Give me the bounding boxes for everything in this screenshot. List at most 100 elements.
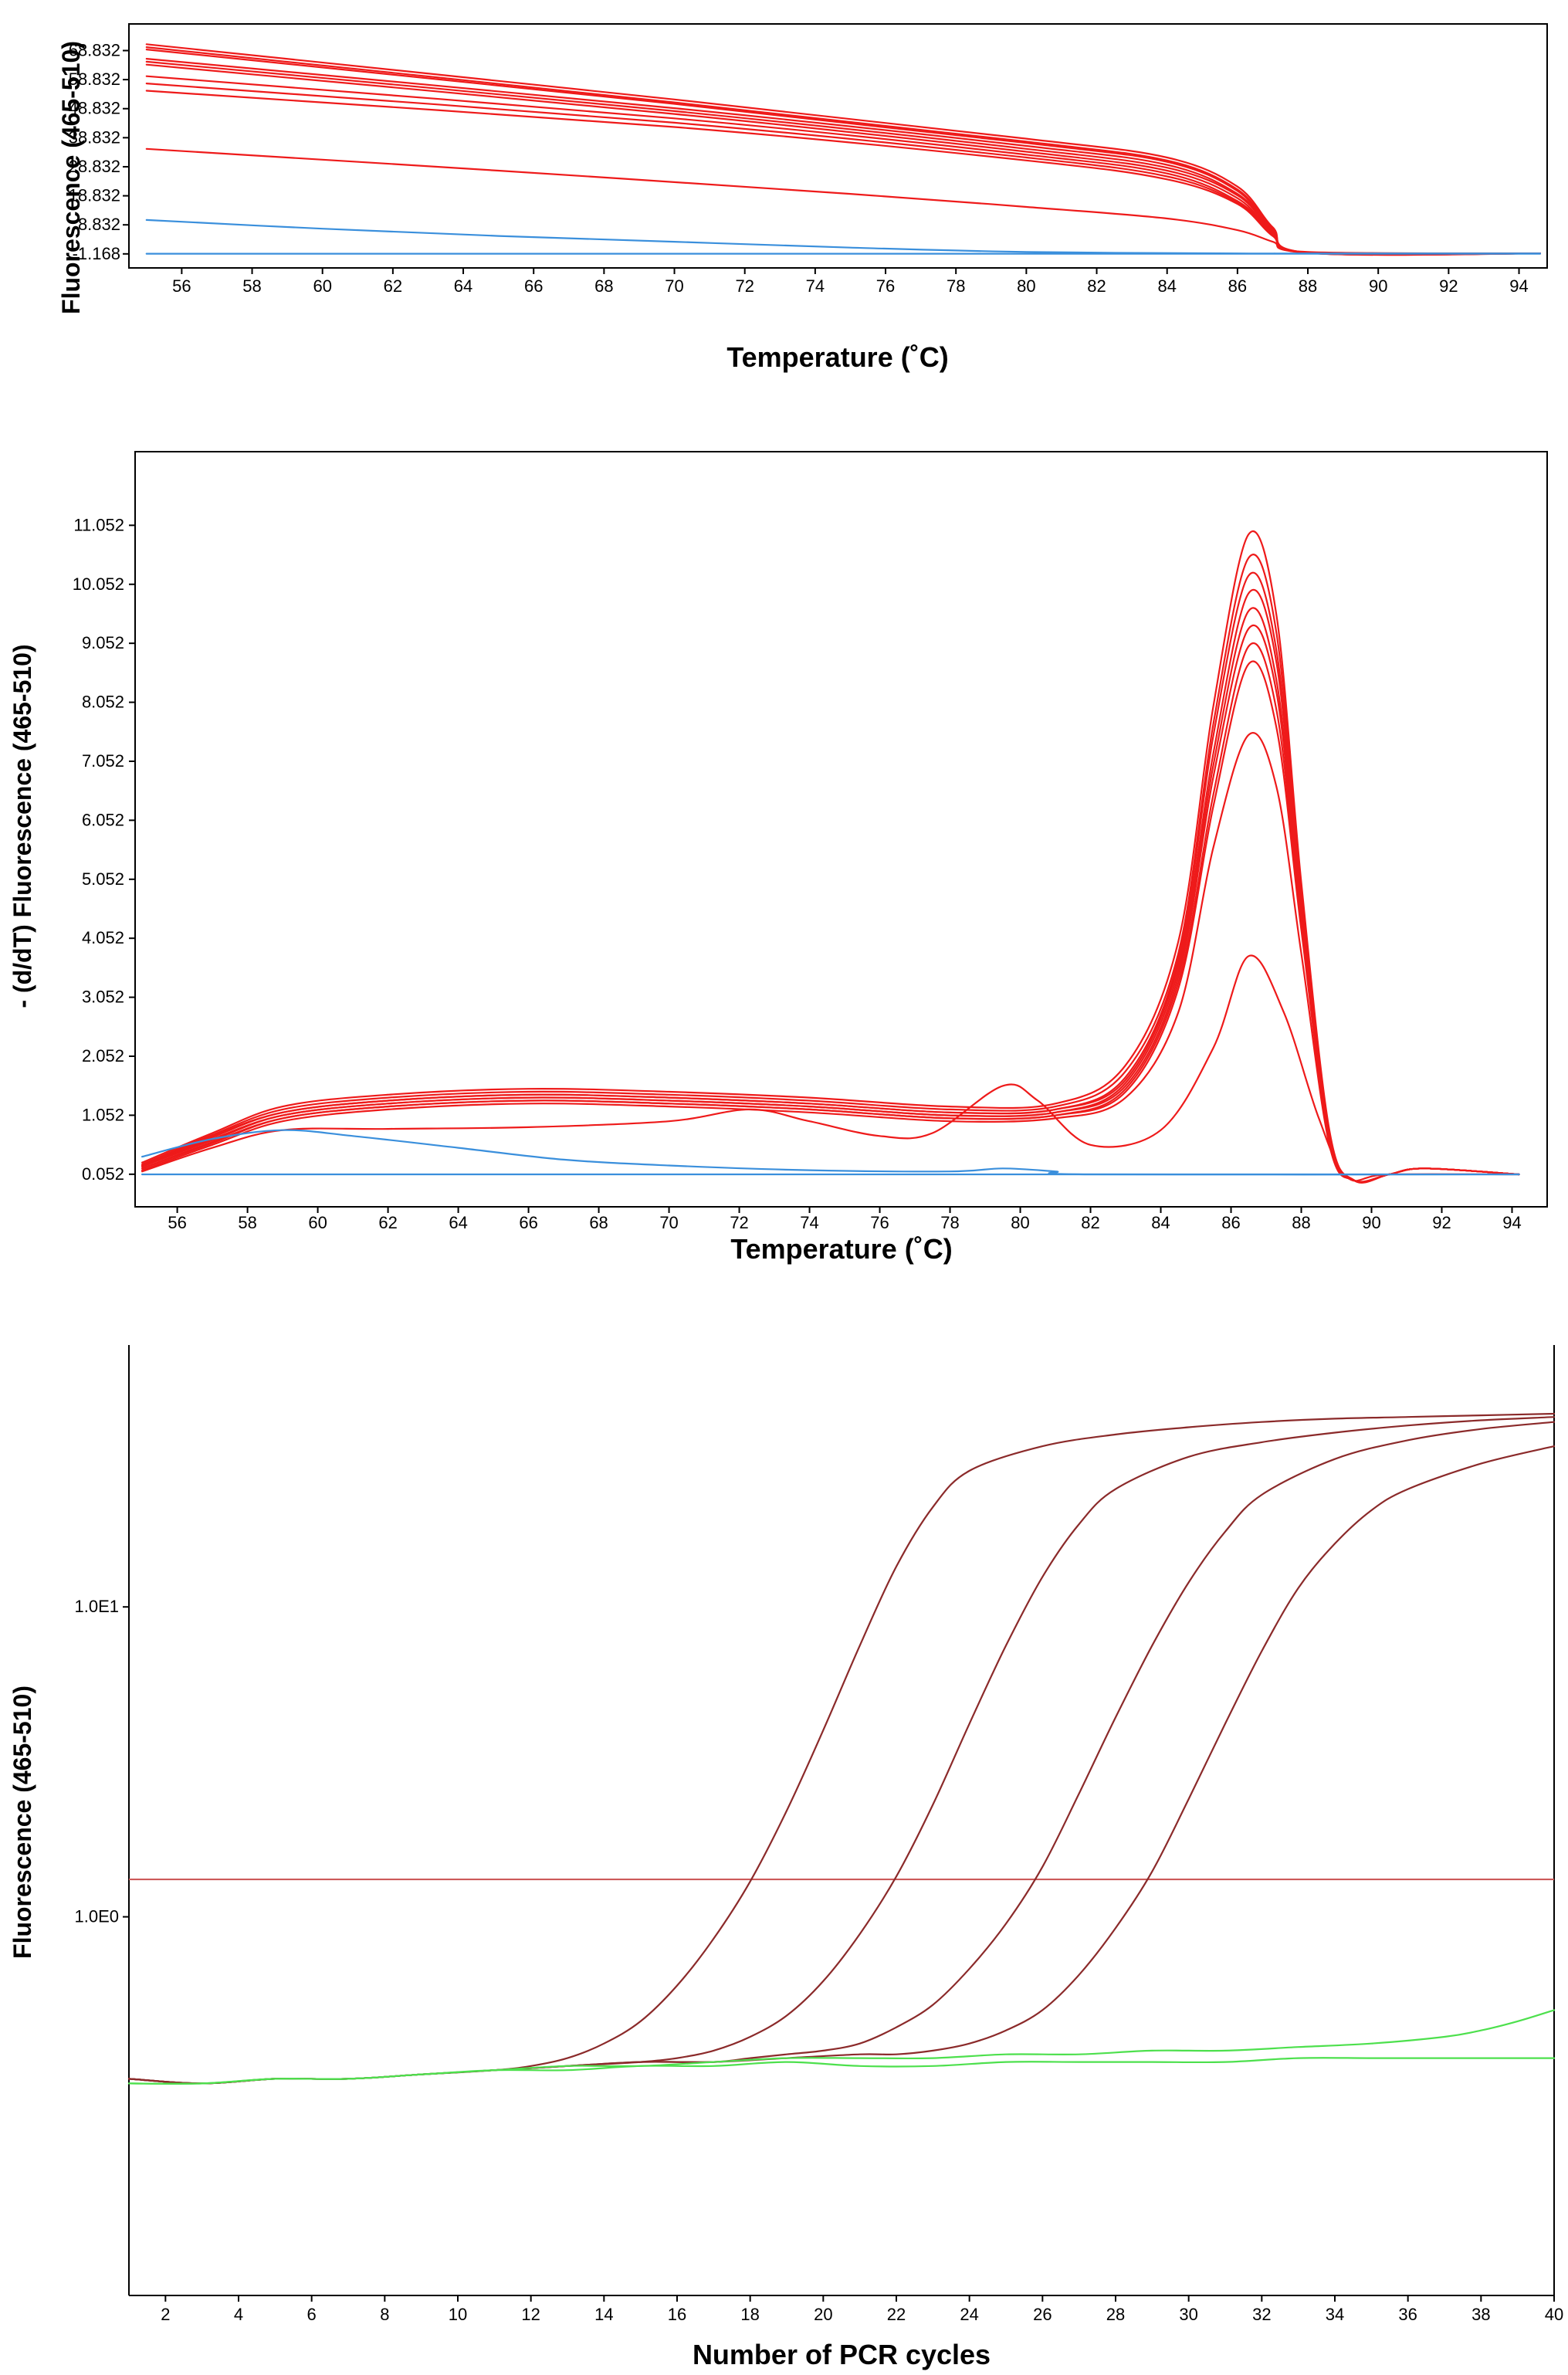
- amplification-x-tick-label: 20: [814, 2305, 832, 2324]
- melt-curve-y-tick-label: 38.832: [69, 127, 120, 147]
- melt-peak-y-tick-label: 11.052: [73, 515, 124, 534]
- melt-curve-x-tick-label: 84: [1157, 276, 1176, 296]
- amplification-y-tick-label: 1.0E0: [75, 1907, 120, 1926]
- amplification-y-tick-label: 1.0E1: [75, 1597, 120, 1616]
- amplification-x-tick-label: 40: [1545, 2305, 1563, 2324]
- amplification-x-tick-label: 10: [449, 2305, 467, 2324]
- amplification-x-tick-label: 22: [887, 2305, 906, 2324]
- amplification-x-label: Number of PCR cycles: [693, 2339, 991, 2370]
- melt-curve-series-line-4: [145, 58, 1541, 256]
- melt-curve-x-tick-label: 74: [806, 276, 825, 296]
- melt-peak-x-tick-label: 64: [449, 1213, 467, 1232]
- amplification-x-tick-label: 30: [1179, 2305, 1197, 2324]
- melt-peak-series-line-5: [141, 607, 1520, 1184]
- melt-curve-x-tick-label: 60: [313, 276, 331, 296]
- melt-peak-y-tick-label: 5.052: [82, 869, 124, 889]
- melt-curve-y-tick-label: 28.832: [69, 157, 120, 176]
- melt-curve-chart: 56 58 60 62 64 66 68 70 72 74 76 78 80 82 84 86 88 90 92 94…: [57, 23, 1548, 373]
- melt-peak-series: [141, 530, 1520, 1184]
- amplification-x-tick-label: 14: [594, 2305, 613, 2324]
- amplification-chart: 2 4 6 8 10 12 14 16 18 20 22 24 26 28 30 32 34 36 38 40 1.0…: [8, 1345, 1563, 2370]
- melt-peak-y-tick-label: 9.052: [82, 633, 124, 652]
- melt-peak-series-line-4: [141, 588, 1520, 1184]
- melt-peak-y-tick-label: 7.052: [82, 751, 124, 771]
- amplification-x-tick-label: 24: [960, 2305, 978, 2324]
- melt-curve-series-line-8: [145, 83, 1541, 256]
- melt-curve-x-axis: 56 58 60 62 64 66 68 70 72 74 76 78 80 82 84 86 88 90 92 94: [172, 268, 1529, 296]
- melt-peak-x-label: Temperature (˚C): [730, 1233, 952, 1265]
- melt-peak-x-tick-label: 78: [940, 1213, 959, 1232]
- melt-peak-series-line-3: [141, 571, 1520, 1184]
- melt-peak-x-tick-label: 68: [589, 1213, 608, 1232]
- melt-curve-series-line-1: [145, 43, 1541, 256]
- melt-curve-x-tick-label: 92: [1439, 276, 1458, 296]
- melt-peak-y-label: - (d/dT) Fluorescence (465-510): [8, 644, 36, 1008]
- melt-curve-series-line-7: [145, 75, 1541, 256]
- melt-peak-y-axis: 11.052 10.052 9.052 8.052 7.052 6.052 5.052 4.0…: [73, 515, 135, 1184]
- melt-peak-y-tick-label: 1.052: [82, 1105, 124, 1124]
- amplification-series-line-6: [127, 2057, 1556, 2085]
- melt-peak-x-tick-label: 62: [378, 1213, 397, 1232]
- amplification-x-tick-label: 4: [234, 2305, 243, 2324]
- melt-peak-x-tick-label: 92: [1432, 1213, 1451, 1232]
- melt-curve-x-tick-label: 78: [947, 276, 965, 296]
- amplification-series-line-1: [127, 1412, 1556, 2085]
- amplification-series-line-3: [127, 1421, 1556, 2085]
- amplification-series: [127, 1412, 1556, 2085]
- amplification-y-label: Fluorescence (465-510): [8, 1686, 36, 1959]
- melt-peak-x-tick-label: 86: [1221, 1213, 1240, 1232]
- amplification-series-line-2: [127, 1416, 1556, 2085]
- melt-curve-x-tick-label: 94: [1509, 276, 1528, 296]
- melt-peak-series-line-11: [141, 1129, 1520, 1176]
- melt-curve-x-tick-label: 90: [1369, 276, 1387, 296]
- melt-curve-y-tick-label: 18.832: [69, 186, 120, 205]
- melt-peak-series-line-10: [141, 954, 1520, 1182]
- melt-curve-x-tick-label: 70: [665, 276, 683, 296]
- amplification-x-tick-label: 8: [380, 2305, 389, 2324]
- melt-peak-y-tick-label: 0.052: [82, 1164, 124, 1184]
- melt-curve-x-tick-label: 76: [876, 276, 895, 296]
- melt-peak-y-tick-label: 8.052: [82, 693, 124, 712]
- melt-peak-x-tick-label: 66: [519, 1213, 537, 1232]
- melt-peak-x-tick-label: 74: [800, 1213, 818, 1232]
- melt-peak-x-axis: 56 58 60 62 64 66 68 70 72 74 76 78 80 82 84 86 88 90 92 94: [168, 1207, 1522, 1232]
- amplification-x-tick-label: 32: [1252, 2305, 1271, 2324]
- melt-curve-x-tick-label: 82: [1087, 276, 1106, 296]
- amplification-y-axis: 1.0E1 1.0E0: [75, 1597, 129, 1926]
- melt-curve-y-axis: 68.832 58.832 48.832 38.832 28.832 18.832 8.83…: [69, 40, 129, 263]
- melt-curve-x-tick-label: 88: [1299, 276, 1317, 296]
- melt-peak-x-tick-label: 58: [238, 1213, 256, 1232]
- melt-curve-x-tick-label: 66: [524, 276, 543, 296]
- melt-curve-plot-frame: [128, 23, 1548, 269]
- melt-curve-y-tick-label: 8.832: [78, 215, 120, 234]
- amplification-x-tick-label: 38: [1471, 2305, 1490, 2324]
- melt-peak-y-tick-label: 6.052: [82, 810, 124, 829]
- melt-curve-series-line-11: [145, 219, 1541, 255]
- amplification-x-tick-label: 28: [1106, 2305, 1125, 2324]
- melt-curve-x-tick-label: 64: [454, 276, 472, 296]
- melt-peak-y-tick-label: 4.052: [82, 928, 124, 947]
- melt-peak-x-tick-label: 94: [1502, 1213, 1521, 1232]
- melt-curve-x-tick-label: 56: [172, 276, 191, 296]
- amplification-series-line-4: [127, 1445, 1556, 2085]
- melt-peak-x-tick-label: 70: [659, 1213, 678, 1232]
- melt-curve-x-label: Temperature (˚C): [726, 341, 948, 373]
- melt-peak-series-line-9: [141, 732, 1520, 1183]
- melt-peak-x-tick-label: 72: [730, 1213, 748, 1232]
- amplification-x-tick-label: 2: [161, 2305, 170, 2324]
- melt-curve-y-tick-label: -1.168: [73, 244, 120, 263]
- melt-peak-series-line-1: [141, 530, 1520, 1184]
- melt-curve-series: [145, 43, 1541, 256]
- melt-curve-x-tick-label: 68: [594, 276, 613, 296]
- amplification-x-tick-label: 18: [740, 2305, 759, 2324]
- amplification-x-tick-label: 26: [1033, 2305, 1052, 2324]
- melt-peak-x-tick-label: 60: [308, 1213, 327, 1232]
- melt-peak-x-tick-label: 80: [1011, 1213, 1029, 1232]
- melt-peak-x-tick-label: 84: [1151, 1213, 1170, 1232]
- melt-peak-x-tick-label: 88: [1292, 1213, 1310, 1232]
- amplification-x-tick-label: 16: [668, 2305, 686, 2324]
- melt-peak-x-tick-label: 82: [1081, 1213, 1099, 1232]
- amplification-x-tick-label: 12: [521, 2305, 540, 2324]
- melt-curve-x-tick-label: 80: [1017, 276, 1035, 296]
